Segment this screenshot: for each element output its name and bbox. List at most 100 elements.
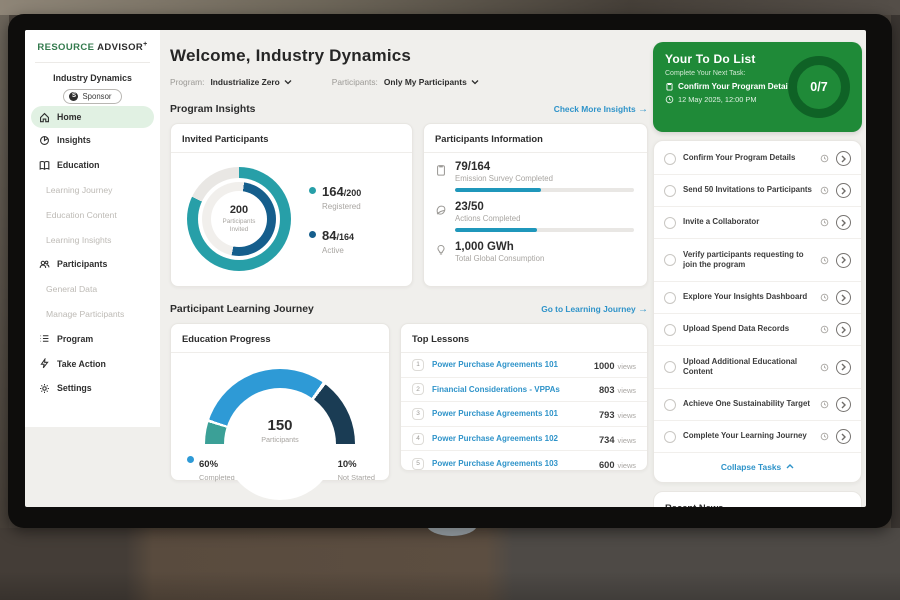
task-go-button[interactable] bbox=[836, 151, 851, 166]
filter-bar: Program: Industrialize Zero Participants… bbox=[170, 77, 648, 87]
sidebar-item-participants[interactable]: Participants bbox=[25, 252, 160, 277]
task-row-9[interactable]: Complete Your Learning Journey bbox=[654, 421, 861, 453]
task-go-button[interactable] bbox=[836, 360, 851, 375]
task-row-8[interactable]: Achieve One Sustainability Target bbox=[654, 389, 861, 421]
task-row-4[interactable]: Verify participants requesting to join t… bbox=[654, 239, 861, 282]
clock-icon bbox=[820, 363, 829, 372]
task-go-button[interactable] bbox=[836, 215, 851, 230]
chevron-right-icon bbox=[841, 294, 846, 302]
sidebar-item-label: Insights bbox=[57, 135, 91, 145]
lesson-row-4[interactable]: 4 Power Purchase Agreements 102 734views bbox=[401, 427, 647, 452]
legend-dot-completed bbox=[187, 456, 194, 463]
sidebar-item-program[interactable]: Program bbox=[25, 326, 160, 351]
recent-news-title: Recent News bbox=[665, 502, 850, 507]
sidebar-item-label: Home bbox=[57, 112, 81, 122]
section-title-program-insights: Program Insights bbox=[170, 104, 255, 115]
org-name: Industry Dynamics bbox=[25, 73, 160, 83]
lesson-link[interactable]: Power Purchase Agreements 101 bbox=[432, 360, 586, 369]
background-desk bbox=[0, 528, 900, 600]
divider bbox=[35, 62, 150, 63]
participants-information-card: Participants Information 79/164 Emission… bbox=[423, 123, 648, 287]
sidebar-item-label: General Data bbox=[46, 284, 97, 294]
task-checkbox[interactable] bbox=[664, 431, 676, 443]
stat-actions-completed: 23/50 Actions Completed bbox=[435, 201, 634, 232]
chevron-right-icon bbox=[841, 187, 846, 195]
program-filter-dropdown[interactable]: Industrialize Zero bbox=[210, 77, 291, 87]
sidebar-item-general-data[interactable]: General Data bbox=[25, 277, 160, 302]
todo-hero-card: Your To Do List Complete Your Next Task:… bbox=[653, 42, 862, 132]
sidebar-item-learning-insights[interactable]: Learning Insights bbox=[25, 227, 160, 252]
chevron-down-icon bbox=[284, 79, 292, 85]
invited-participants-card: Invited Participants 200 Participants In… bbox=[170, 123, 413, 287]
task-checkbox[interactable] bbox=[664, 292, 676, 304]
sidebar-item-label: Education Content bbox=[46, 210, 117, 220]
task-checkbox[interactable] bbox=[664, 217, 676, 229]
task-checkbox[interactable] bbox=[664, 399, 676, 411]
education-progress-card: Education Progress 150 Participants 60%C… bbox=[170, 323, 390, 481]
task-checkbox[interactable] bbox=[664, 153, 676, 165]
task-row-7[interactable]: Upload Additional Educational Content bbox=[654, 346, 861, 389]
lesson-row-2[interactable]: 2 Financial Considerations - VPPAs 803vi… bbox=[401, 378, 647, 403]
clock-icon bbox=[820, 293, 829, 302]
todo-tasks-card: Confirm Your Program Details Send 50 Inv… bbox=[653, 140, 862, 483]
check-more-insights-link[interactable]: Check More Insights → bbox=[554, 104, 648, 115]
legend-registered: 164/200 Registered bbox=[309, 183, 361, 211]
task-go-button[interactable] bbox=[836, 397, 851, 412]
chevron-right-icon bbox=[841, 363, 846, 371]
legend-dot-registered bbox=[309, 187, 316, 194]
todo-next-task: Confirm Your Program Details bbox=[678, 82, 795, 91]
task-row-6[interactable]: Upload Spend Data Records bbox=[654, 314, 861, 346]
sidebar-item-learning-journey[interactable]: Learning Journey bbox=[25, 178, 160, 203]
chevron-right-icon bbox=[841, 219, 846, 227]
task-go-button[interactable] bbox=[836, 183, 851, 198]
donut-legend: 164/200 Registered 84/164 Active bbox=[309, 183, 361, 255]
task-go-button[interactable] bbox=[836, 290, 851, 305]
gear-icon bbox=[39, 383, 50, 394]
lesson-row-5[interactable]: 5 Power Purchase Agreements 103 600views bbox=[401, 451, 647, 476]
sidebar-item-manage-participants[interactable]: Manage Participants bbox=[25, 302, 160, 327]
lesson-row-3[interactable]: 3 Power Purchase Agreements 101 793views bbox=[401, 402, 647, 427]
sidebar-item-label: Manage Participants bbox=[46, 309, 124, 319]
sidebar-item-insights[interactable]: Insights bbox=[25, 128, 160, 153]
lesson-row-1[interactable]: 1 Power Purchase Agreements 101 1000view… bbox=[401, 353, 647, 378]
clock-icon bbox=[820, 218, 829, 227]
education-gauge-chart: 150 Participants bbox=[205, 369, 355, 444]
task-go-button[interactable] bbox=[836, 253, 851, 268]
list-icon bbox=[39, 333, 50, 344]
sidebar-item-education-content[interactable]: Education Content bbox=[25, 202, 160, 227]
card-title: Invited Participants bbox=[171, 124, 412, 152]
collapse-tasks-link[interactable]: Collapse Tasks bbox=[654, 453, 861, 480]
home-icon bbox=[39, 112, 50, 123]
task-row-3[interactable]: Invite a Collaborator bbox=[654, 207, 861, 239]
task-checkbox[interactable] bbox=[664, 324, 676, 336]
task-checkbox[interactable] bbox=[664, 361, 676, 373]
sidebar-item-settings[interactable]: Settings bbox=[25, 376, 160, 401]
background-wall-top bbox=[0, 0, 900, 15]
lesson-link[interactable]: Financial Considerations - VPPAs bbox=[432, 385, 591, 394]
sidebar-item-home[interactable]: Home bbox=[31, 106, 154, 128]
take-action-icon bbox=[39, 358, 50, 369]
lesson-link[interactable]: Power Purchase Agreements 103 bbox=[432, 459, 591, 468]
task-row-5[interactable]: Explore Your Insights Dashboard bbox=[654, 282, 861, 314]
participants-filter-dropdown[interactable]: Only My Participants bbox=[384, 77, 479, 87]
lesson-link[interactable]: Power Purchase Agreements 102 bbox=[432, 434, 591, 443]
lesson-rank: 1 bbox=[412, 359, 424, 371]
sidebar-item-education[interactable]: Education bbox=[25, 153, 160, 178]
lesson-rank: 5 bbox=[412, 458, 424, 470]
gauge-center-label: Participants bbox=[205, 435, 355, 444]
task-row-1[interactable]: Confirm Your Program Details bbox=[654, 143, 861, 175]
go-to-learning-journey-link[interactable]: Go to Learning Journey → bbox=[541, 304, 648, 315]
stat-global-consumption: 1,000 GWh Total Global Consumption bbox=[435, 241, 634, 263]
sidebar-item-label: Participants bbox=[57, 259, 107, 269]
arrow-right-icon: → bbox=[638, 304, 648, 315]
task-row-2[interactable]: Send 50 Invitations to Participants bbox=[654, 175, 861, 207]
task-checkbox[interactable] bbox=[664, 254, 676, 266]
chevron-right-icon bbox=[841, 155, 846, 163]
sidebar-item-label: Learning Journey bbox=[46, 185, 112, 195]
sidebar-item-take-action[interactable]: Take Action bbox=[25, 351, 160, 376]
task-go-button[interactable] bbox=[836, 429, 851, 444]
sponsor-badge[interactable]: S Sponsor bbox=[63, 89, 121, 104]
lesson-link[interactable]: Power Purchase Agreements 101 bbox=[432, 409, 591, 418]
task-go-button[interactable] bbox=[836, 322, 851, 337]
task-checkbox[interactable] bbox=[664, 185, 676, 197]
